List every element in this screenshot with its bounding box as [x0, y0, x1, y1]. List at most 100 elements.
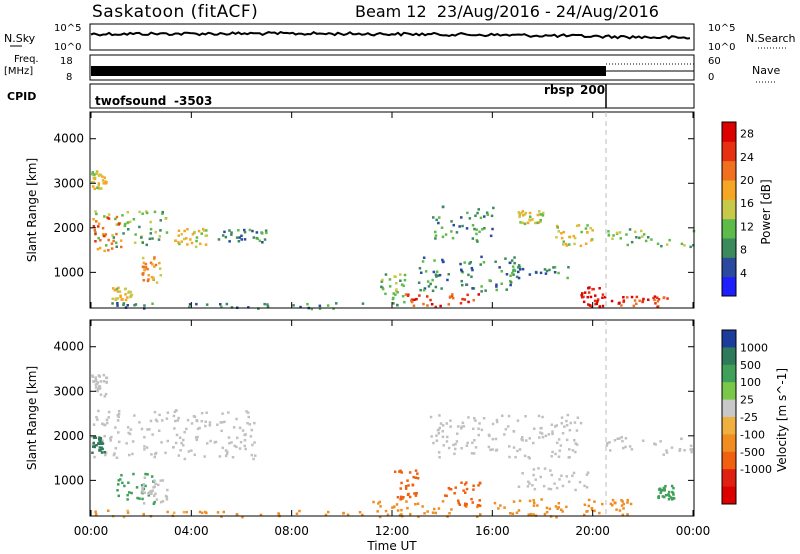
power-cell — [573, 242, 576, 246]
power-cell — [584, 242, 588, 245]
velocity-cell — [466, 441, 469, 445]
power-cell — [195, 239, 198, 243]
power-cell — [644, 239, 648, 243]
cpid-segment-2-name: rbsp — [544, 83, 575, 97]
velocity-cell — [145, 446, 149, 449]
velocity-cell — [445, 494, 448, 498]
velocity-cell — [235, 417, 238, 421]
velocity-cell — [668, 494, 671, 498]
velocity-cell — [621, 439, 624, 443]
power-cell — [112, 239, 115, 243]
power-cell — [634, 230, 637, 234]
velocity-panel-frame — [89, 319, 695, 517]
velocity-cell — [462, 425, 466, 428]
power-cell — [177, 241, 180, 244]
power-cell — [653, 298, 656, 302]
power-cell — [446, 278, 449, 282]
velocity-cell — [204, 424, 207, 428]
velocity-cell — [94, 510, 97, 513]
velocity-cell — [126, 509, 129, 513]
power-cell — [483, 227, 486, 230]
power-cell — [165, 231, 169, 234]
x-tick-label: 20:00 — [575, 524, 610, 538]
velocity-cell — [94, 379, 98, 382]
cpid-label: CPID — [7, 90, 36, 103]
velocity-cell — [532, 513, 535, 516]
power-cell — [593, 299, 597, 303]
power-cell — [149, 220, 152, 224]
power-cell — [692, 244, 695, 247]
velocity-cell — [457, 499, 460, 502]
velocity-cell — [143, 436, 146, 439]
velocity-cell — [165, 417, 169, 420]
power-cell — [104, 233, 108, 236]
velocity-cell — [138, 497, 141, 500]
power-cell — [380, 280, 384, 283]
velocity-cell — [555, 486, 559, 490]
power-cell — [396, 304, 399, 307]
velocity-cell — [478, 504, 482, 508]
velocity-cell — [92, 423, 96, 426]
velocity-cell — [497, 507, 500, 510]
velocity-cell — [252, 457, 255, 461]
power-cell — [657, 298, 661, 301]
power-colorbar-ticks: 4 8 12 16 20 24 28 — [740, 128, 754, 280]
power-cell — [511, 265, 515, 268]
power-cell — [99, 187, 102, 190]
power-cell — [258, 239, 262, 243]
power-cell — [113, 289, 117, 292]
power-cell — [92, 218, 95, 221]
power-cell — [96, 247, 100, 251]
power-cell — [500, 270, 503, 273]
power-cell — [517, 270, 520, 274]
velocity-cell — [525, 439, 528, 442]
velocity-cell — [194, 436, 198, 439]
velocity-cell — [549, 469, 552, 472]
velocity-cell — [560, 416, 564, 419]
x-tick-label: 04:00 — [174, 524, 209, 538]
velocity-cell — [143, 445, 146, 448]
velocity-cell — [654, 443, 657, 446]
velocity-cell — [521, 472, 524, 475]
velocity-cell — [150, 475, 154, 478]
power-cell — [494, 260, 497, 263]
power-cell — [447, 273, 450, 276]
power-cell — [97, 174, 101, 177]
power-cell — [404, 293, 408, 296]
velocity-cell — [504, 428, 508, 431]
velocity-cell — [412, 475, 415, 479]
velocity-cell — [127, 481, 130, 484]
power-cell — [403, 300, 406, 304]
velocity-cell — [590, 507, 594, 510]
velocity-cell — [113, 452, 116, 455]
freq-label-line1: Freq. — [14, 54, 39, 65]
velocity-cell — [327, 510, 330, 514]
power-colorbar-segment — [722, 160, 736, 181]
power-cell — [407, 293, 410, 296]
velocity-cell — [164, 451, 167, 455]
velocity-cell — [406, 506, 409, 510]
velocity-cell — [601, 502, 604, 506]
power-cell — [190, 241, 194, 245]
velocity-cell — [482, 417, 486, 420]
power-cell — [384, 273, 388, 276]
nsky-label: N.Sky — [4, 32, 36, 45]
power-cell — [455, 231, 459, 234]
velocity-colorbar-label-text: Velocity [m s^-1] — [775, 368, 789, 472]
velocity-cell — [243, 444, 246, 448]
velocity-cell — [464, 502, 467, 505]
velocity-colorbar-segment — [722, 451, 736, 470]
power-cell — [124, 293, 127, 296]
power-cell — [114, 298, 118, 301]
power-cell — [117, 223, 120, 226]
power-cell — [434, 273, 438, 276]
velocity-cell — [166, 510, 169, 514]
velocity-colorbar-tick: -500 — [740, 446, 765, 459]
power-cell — [518, 265, 522, 269]
velocity-cell — [549, 487, 553, 491]
velocity-cell — [555, 424, 558, 427]
velocity-cell — [512, 500, 516, 503]
power-colorbar-tick: 20 — [740, 174, 754, 187]
power-cell — [630, 240, 634, 244]
power-cell — [618, 231, 622, 234]
